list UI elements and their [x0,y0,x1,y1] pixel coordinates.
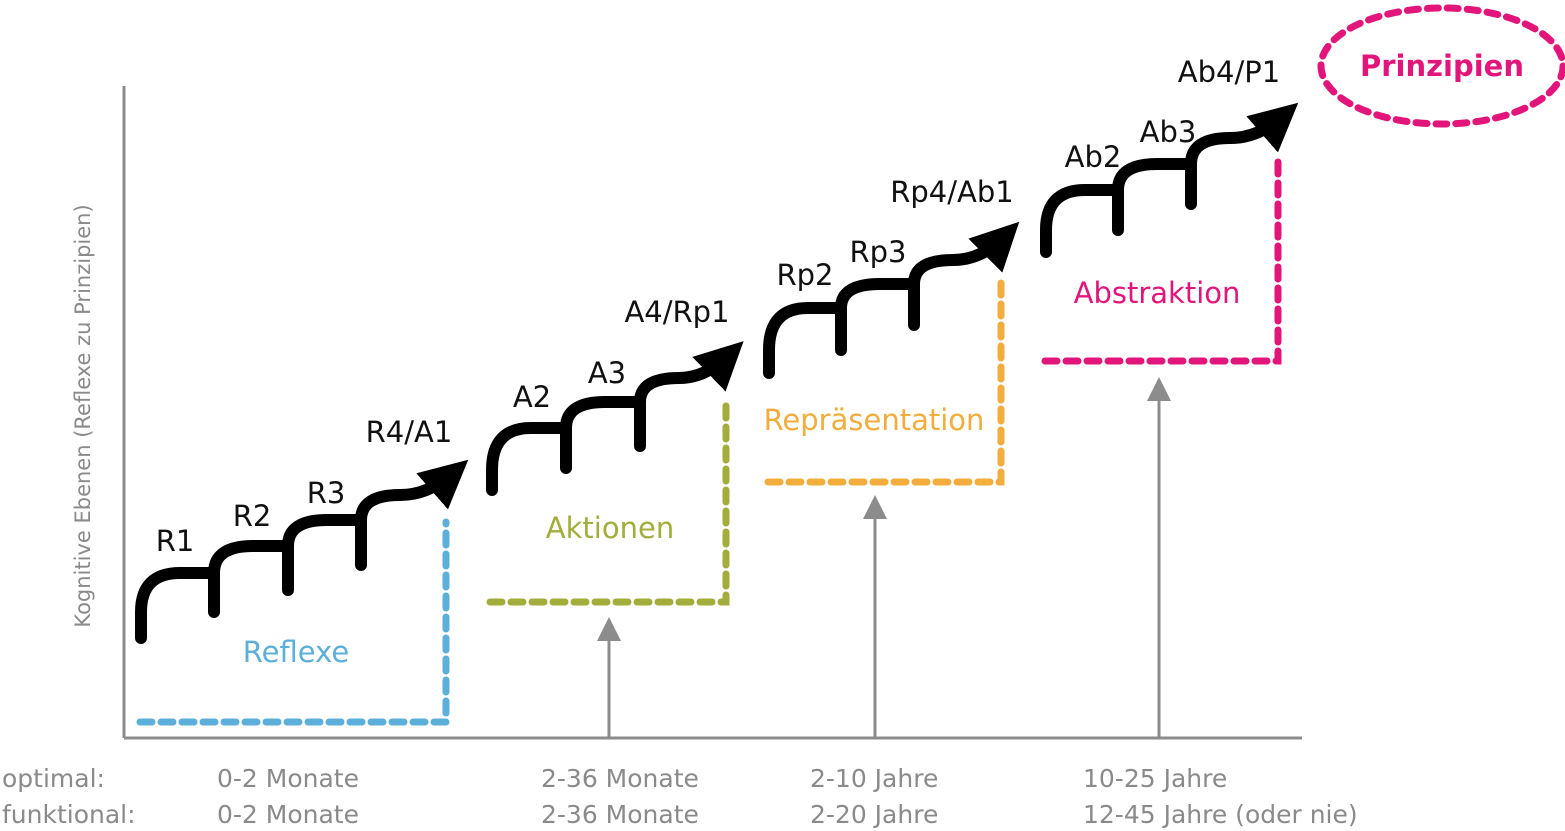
stage-repraesentation: Repräsentation Rp2 Rp3 Rp4/Ab1 [763,175,1014,486]
abstraktion-bracket [1041,156,1282,365]
step-a3: A3 [588,356,626,390]
step-a4-rp1: A4/Rp1 [624,295,729,329]
step-rp2: Rp2 [776,258,833,292]
stage-reflexe: Reflexe R1 R2 R3 R4/A1 [135,415,453,726]
step-r3: R3 [307,476,346,510]
col2-funktional: 2-36 Monate [541,800,699,829]
age-table: optimal: funktional: 0-2 Monate 0-2 Mona… [2,764,1358,829]
stage-aktionen: Aktionen A2 A3 A4/Rp1 [486,295,730,606]
col1-optimal: 0-2 Monate [217,764,359,793]
step-rp3: Rp3 [849,235,906,269]
step-ab2: Ab2 [1065,140,1122,174]
abstraktion-label: Abstraktion [1074,276,1241,310]
step-r1: R1 [156,524,195,558]
axes: Kognitive Ebenen (Reflexe zu Prinzipien) [71,86,1302,740]
step-r2: R2 [233,499,272,533]
row-label-optimal: optimal: [2,764,105,793]
reflexe-bracket [136,518,450,726]
aktionen-bracket [486,398,730,606]
principles-label: Prinzipien [1360,49,1524,83]
col4-funktional: 12-45 Jahre (oder nie) [1083,800,1358,829]
aktionen-stairs-arrow [486,356,728,496]
col4-optimal: 10-25 Jahre [1083,764,1227,793]
principles-target: Prinzipien [1317,4,1565,128]
aktionen-label: Aktionen [546,511,674,545]
abstraktion-stairs-arrow [1040,117,1282,258]
stage-abstraktion: Abstraktion Ab2 Ab3 Ab4/P1 [1040,55,1282,365]
step-a2: A2 [513,380,551,414]
stage-transition-arrows [597,377,1171,738]
repraesentation-label: Repräsentation [764,403,985,437]
step-rp4-ab1: Rp4/Ab1 [890,175,1013,209]
reflexe-stairs-arrow [135,474,452,644]
row-label-funktional: funktional: [2,800,136,829]
step-ab4-p1: Ab4/P1 [1178,55,1280,89]
repraesentation-bracket [764,279,1005,486]
y-axis-label: Kognitive Ebenen (Reflexe zu Prinzipien) [71,204,95,627]
col3-funktional: 2-20 Jahre [810,800,938,829]
step-r4-a1: R4/A1 [366,415,453,449]
col2-optimal: 2-36 Monate [541,764,699,793]
col3-optimal: 2-10 Jahre [810,764,938,793]
principles-ellipse [1317,4,1565,128]
col1-funktional: 0-2 Monate [217,800,359,829]
repraesentation-stairs-arrow [763,237,1004,379]
reflexe-label: Reflexe [243,635,349,669]
step-ab3: Ab3 [1140,115,1197,149]
